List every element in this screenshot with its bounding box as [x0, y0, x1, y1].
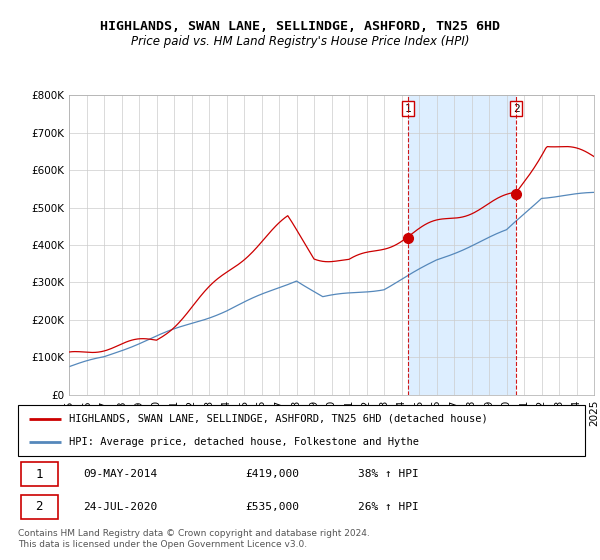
Text: 38% ↑ HPI: 38% ↑ HPI	[358, 469, 419, 479]
Text: HIGHLANDS, SWAN LANE, SELLINDGE, ASHFORD, TN25 6HD (detached house): HIGHLANDS, SWAN LANE, SELLINDGE, ASHFORD…	[69, 414, 488, 424]
Bar	[408, 95, 516, 395]
Text: 09-MAY-2014: 09-MAY-2014	[83, 469, 157, 479]
FancyBboxPatch shape	[21, 463, 58, 486]
Text: 2: 2	[35, 500, 43, 514]
FancyBboxPatch shape	[18, 405, 585, 456]
Text: HPI: Average price, detached house, Folkestone and Hythe: HPI: Average price, detached house, Folk…	[69, 437, 419, 447]
Text: 2: 2	[513, 104, 520, 114]
FancyBboxPatch shape	[21, 495, 58, 519]
Text: Price paid vs. HM Land Registry's House Price Index (HPI): Price paid vs. HM Land Registry's House …	[131, 35, 469, 48]
Text: 1: 1	[404, 104, 412, 114]
Text: 24-JUL-2020: 24-JUL-2020	[83, 502, 157, 512]
Text: 26% ↑ HPI: 26% ↑ HPI	[358, 502, 419, 512]
Text: 1: 1	[35, 468, 43, 481]
Text: HIGHLANDS, SWAN LANE, SELLINDGE, ASHFORD, TN25 6HD: HIGHLANDS, SWAN LANE, SELLINDGE, ASHFORD…	[100, 20, 500, 32]
Text: £535,000: £535,000	[245, 502, 299, 512]
Text: Contains HM Land Registry data © Crown copyright and database right 2024.
This d: Contains HM Land Registry data © Crown c…	[18, 529, 370, 549]
Text: £419,000: £419,000	[245, 469, 299, 479]
